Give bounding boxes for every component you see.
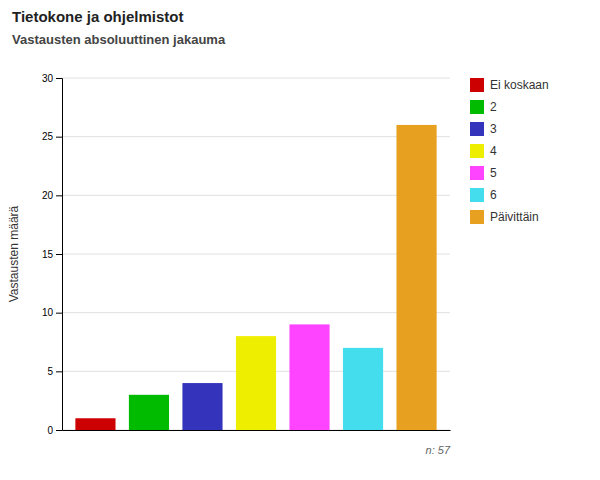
legend-swatch (470, 210, 484, 224)
legend-swatch (470, 100, 484, 114)
legend-label: 6 (490, 188, 497, 202)
y-tick-label: 10 (42, 307, 54, 318)
bar (396, 125, 436, 430)
legend-label: 3 (490, 122, 497, 136)
legend-swatch (470, 122, 484, 136)
legend-swatch (470, 166, 484, 180)
legend-label: 5 (490, 166, 497, 180)
legend-item: 4 (470, 144, 497, 158)
y-tick-mark (56, 313, 62, 314)
y-tick: 20 (42, 190, 62, 201)
title: Tietokone ja ohjelmistot (12, 8, 183, 25)
plot: 0 5 10 15 20 25 30 (42, 73, 451, 436)
legend-item: 3 (470, 122, 497, 136)
y-tick-mark (56, 430, 62, 431)
legend-item: 6 (470, 188, 497, 202)
grid-line (62, 195, 450, 196)
y-tick-label: 30 (42, 73, 54, 84)
legend-label: 2 (490, 100, 497, 114)
y-tick-mark (56, 78, 62, 79)
grid-line (62, 78, 450, 79)
y-tick-label: 20 (42, 190, 54, 201)
y-tick: 15 (42, 249, 62, 260)
legend-swatch (470, 144, 484, 158)
legend-item: Ei koskaan (470, 78, 549, 92)
legend-label: Päivittäin (490, 210, 539, 224)
bar (236, 336, 276, 430)
y-axis-title: Vastausten määrä (7, 205, 21, 302)
legend-item: 2 (470, 100, 497, 114)
bar (75, 418, 115, 430)
y-tick-label: 5 (47, 366, 53, 377)
grid-line (62, 254, 450, 255)
bars (75, 125, 436, 430)
legend-swatch (470, 78, 484, 92)
y-axis: 0 5 10 15 20 25 30 (42, 73, 63, 436)
x-axis (63, 430, 451, 431)
bar (289, 324, 329, 430)
y-tick-mark (56, 254, 62, 255)
y-tick-label: 25 (42, 131, 54, 142)
chart: Tietokone ja ohjelmistot Vastausten absol… (0, 0, 600, 480)
grid-line (62, 136, 450, 137)
y-tick: 10 (42, 307, 62, 318)
y-tick: 0 (47, 425, 62, 436)
legend-label: 4 (490, 144, 497, 158)
y-tick-label: 0 (47, 425, 53, 436)
y-tick-mark (56, 137, 62, 138)
grid (62, 78, 450, 430)
y-tick: 25 (42, 131, 62, 142)
y-tick-label: 15 (42, 249, 54, 260)
x-axis-line (63, 430, 451, 431)
y-tick-mark (56, 195, 62, 196)
grid-line (62, 312, 450, 313)
legend: Ei koskaan 2 3 4 5 6 Päivittäin (470, 78, 549, 224)
legend-label: Ei koskaan (490, 78, 549, 92)
bar (343, 348, 383, 430)
y-tick-mark (56, 371, 62, 372)
y-axis-line (56, 79, 63, 431)
y-tick: 5 (47, 366, 62, 377)
bar (182, 383, 222, 430)
bar (129, 395, 169, 430)
subtitle: Vastausten absoluuttinen jakauma (12, 32, 226, 47)
legend-swatch (470, 188, 484, 202)
legend-item: 5 (470, 166, 497, 180)
y-tick: 30 (42, 73, 62, 84)
annotation: n: 57 (426, 444, 451, 456)
legend-item: Päivittäin (470, 210, 539, 224)
